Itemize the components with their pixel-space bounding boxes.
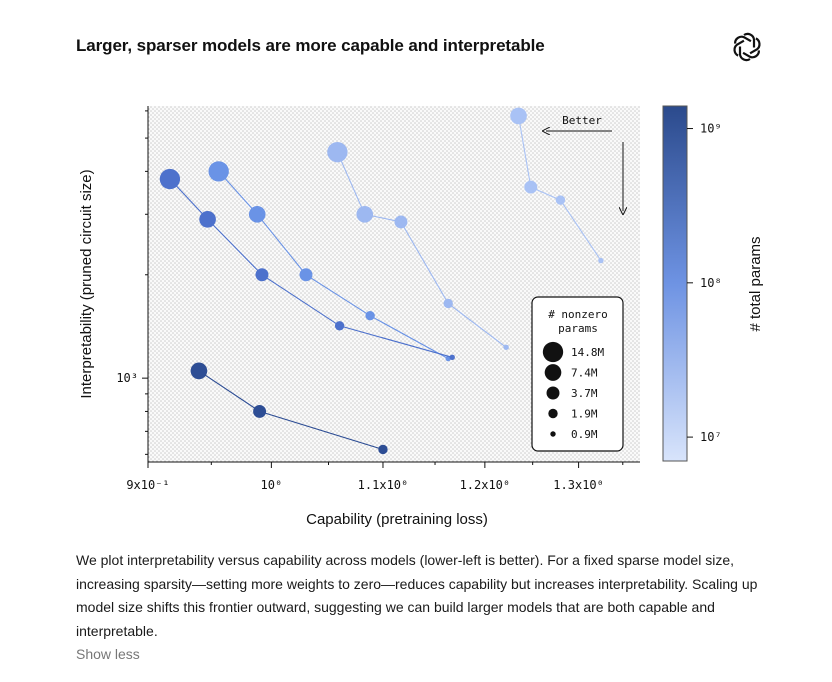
- colorbar-label: # total params: [747, 236, 764, 331]
- data-point-2-1: [248, 205, 266, 223]
- colorbar: 10⁹ 10⁸ 10⁷ # total params: [662, 105, 764, 462]
- data-point-0-3: [598, 257, 604, 264]
- data-point-3-1: [199, 211, 216, 228]
- data-point-1-1: [356, 205, 374, 223]
- data-point-2-2: [299, 268, 313, 282]
- openai-logo-icon: [733, 32, 761, 62]
- scatter-chart: 9x10⁻¹ 10⁰ 1.1x10⁰ 1.2x10⁰ 1.3x10⁰ 10³ Capab…: [78, 105, 764, 528]
- size-legend-marker-0: [542, 341, 564, 363]
- data-point-2-0: [208, 161, 229, 182]
- data-point-3-2: [255, 268, 269, 282]
- size-legend-marker-3: [548, 408, 558, 419]
- data-point-1-4: [503, 344, 509, 350]
- y-tick-label-0: 10³: [116, 371, 138, 385]
- colorbar-gradient: [662, 105, 688, 462]
- size-legend-marker-2: [546, 386, 560, 400]
- x-axis-label: Capability (pretraining loss): [306, 511, 488, 528]
- better-annotation: Better: [562, 114, 602, 127]
- colorbar-tick-label-2: 10⁷: [700, 430, 722, 444]
- data-point-0-1: [524, 180, 538, 194]
- size-legend-label-4: 0.9M: [571, 428, 598, 441]
- series-layer: [159, 107, 604, 455]
- size-legend-label-1: 7.4M: [571, 367, 598, 380]
- show-less-link[interactable]: Show less: [76, 646, 140, 662]
- size-legend-label-2: 3.7M: [571, 387, 598, 400]
- data-point-0-0: [510, 107, 527, 125]
- data-point-3-4: [449, 354, 455, 361]
- colorbar-tick-label-1: 10⁸: [700, 276, 722, 290]
- size-legend-marker-4: [550, 431, 556, 437]
- x-tick-label-3: 1.2x10⁰: [460, 478, 511, 492]
- data-point-1-2: [394, 215, 408, 229]
- data-point-1-3: [443, 298, 453, 309]
- chart-title: Larger, sparser models are more capable …: [76, 36, 545, 55]
- size-legend-label-0: 14.8M: [571, 346, 604, 359]
- data-point-1-0: [327, 141, 348, 163]
- data-point-0-2: [555, 195, 566, 205]
- data-point-4-2: [378, 444, 388, 455]
- series-line-0: [517, 115, 602, 261]
- size-legend-title-line1: # nonzero: [548, 308, 608, 321]
- y-axis-label: Interpretability (pruned circuit size): [78, 169, 95, 398]
- size-legend: # nonzero params 14.8M 7.4M 3.7M 1.9M 0.9M: [531, 296, 624, 452]
- y-ticks: 10³: [116, 110, 148, 455]
- x-tick-label-4: 1.3x10⁰: [553, 478, 604, 492]
- x-tick-label-0: 9x10⁻¹: [126, 478, 169, 492]
- data-point-3-0: [159, 168, 181, 190]
- data-point-2-3: [365, 311, 375, 321]
- x-ticks: 9x10⁻¹ 10⁰ 1.1x10⁰ 1.2x10⁰ 1.3x10⁰: [126, 462, 624, 492]
- size-legend-marker-1: [544, 364, 562, 381]
- data-point-3-3: [334, 321, 345, 331]
- x-tick-label-1: 10⁰: [261, 478, 283, 492]
- chart-caption: We plot interpretability versus capabili…: [76, 552, 758, 639]
- size-legend-title-line2: params: [558, 322, 598, 335]
- colorbar-tick-label-0: 10⁹: [700, 122, 722, 136]
- size-legend-label-3: 1.9M: [571, 408, 598, 421]
- x-tick-label-2: 1.1x10⁰: [358, 478, 409, 492]
- data-point-4-1: [253, 404, 267, 418]
- data-point-4-0: [190, 362, 208, 380]
